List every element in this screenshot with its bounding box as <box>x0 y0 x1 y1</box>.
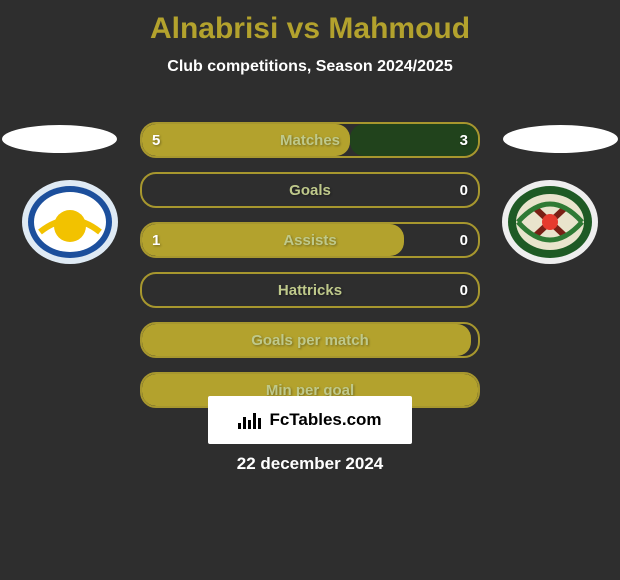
stat-row-hattricks: Hattricks0 <box>140 272 480 308</box>
subtitle: Club competitions, Season 2024/2025 <box>0 58 620 76</box>
stat-row-assists: Assists1 0 <box>140 222 480 258</box>
stat-right-value: 0 <box>460 274 468 306</box>
stat-left-value: 5 <box>152 124 160 156</box>
stat-left-value: 1 <box>152 224 160 256</box>
stat-row-goals-per-match: Goals per match <box>140 322 480 358</box>
player2-name: Mahmoud <box>328 12 470 45</box>
player1-name: Alnabrisi <box>150 12 278 45</box>
player1-club-crest <box>20 178 120 266</box>
watermark-logo: FcTables.com <box>208 396 412 444</box>
player2-photo-placeholder <box>503 125 618 153</box>
page-title: Alnabrisi vs Mahmoud <box>0 0 620 46</box>
stat-label: Hattricks <box>142 274 478 306</box>
stat-right-value: 0 <box>460 224 468 256</box>
player2-club-crest <box>500 178 600 266</box>
chart-icon <box>238 411 263 429</box>
comparison-bars-section: Matches53Goals0Assists10Hattricks0Goals … <box>140 122 480 422</box>
watermark-text: FcTables.com <box>269 410 381 430</box>
stat-row-matches: Matches5 3 <box>140 122 480 158</box>
stat-right-value: 3 <box>460 124 468 156</box>
stat-label: Goals <box>142 174 478 206</box>
stat-label: Matches <box>142 124 478 156</box>
stat-label: Goals per match <box>142 324 478 356</box>
vs-text: vs <box>287 12 329 45</box>
date-text: 22 december 2024 <box>0 454 620 474</box>
stat-label: Assists <box>142 224 478 256</box>
stat-row-goals: Goals0 <box>140 172 480 208</box>
player1-photo-placeholder <box>2 125 117 153</box>
stat-right-value: 0 <box>460 174 468 206</box>
